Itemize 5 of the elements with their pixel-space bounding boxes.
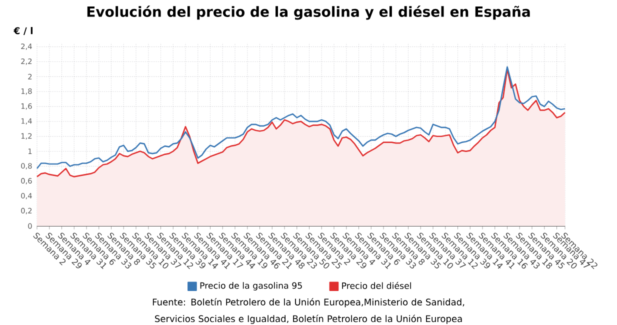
legend-label: Precio del diésel bbox=[342, 282, 411, 289]
legend-label: Precio de la gasolina 95 bbox=[200, 282, 302, 290]
source-note: Fuente: Boletín Petrolero de la Unión Europea,Ministerio de Sanidad, Servicios Sociales e Igualdad, Boletín Petrolero de la Unión Europea bbox=[152, 298, 464, 324]
y-axis-title: € / l bbox=[14, 27, 33, 35]
chart-title: Evolución del precio de la gasolina y el diésel en España bbox=[87, 6, 530, 20]
